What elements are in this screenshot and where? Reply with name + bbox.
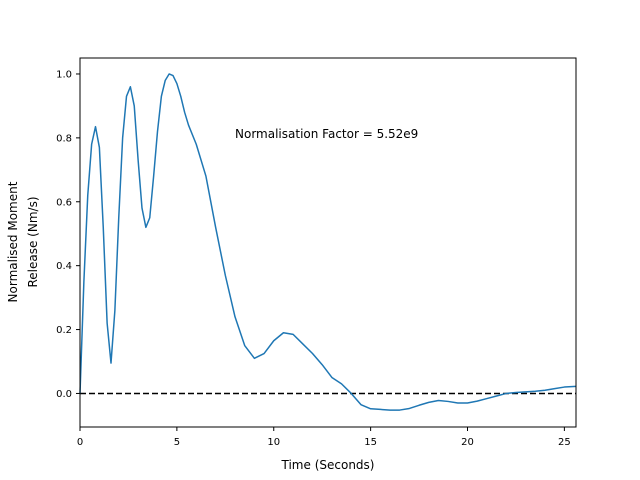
y-tick-label: 1.0 — [56, 69, 72, 80]
ticks-layer: 0 5 10 15 20 25 0.0 0.2 0.4 0.6 0.8 1.0 — [56, 69, 571, 448]
y-tick-label: 0.6 — [56, 197, 72, 208]
x-tick-label: 20 — [461, 437, 474, 448]
x-tick-label: 0 — [77, 437, 83, 448]
series-line-0 — [79, 73, 577, 411]
x-tick-label: 5 — [174, 437, 180, 448]
normalisation-factor-annotation: Normalisation Factor = 5.52e9 — [235, 127, 418, 141]
plot-frame — [79, 57, 577, 428]
x-tick-label: 25 — [558, 437, 571, 448]
y-tick-label: 0.0 — [56, 389, 72, 400]
y-tick-label: 0.8 — [56, 133, 72, 144]
x-tick-label: 15 — [364, 437, 377, 448]
x-axis-label: Time (Seconds) — [281, 458, 375, 472]
plot-layer — [79, 73, 577, 411]
y-tick-label: 0.4 — [56, 261, 72, 272]
y-axis-label-line-1: Normalised Moment — [6, 181, 20, 302]
y-tick-label: 0.2 — [56, 325, 72, 336]
x-tick-label: 10 — [267, 437, 280, 448]
y-axis-label-line-2: Release (Nm/s) — [26, 196, 40, 287]
